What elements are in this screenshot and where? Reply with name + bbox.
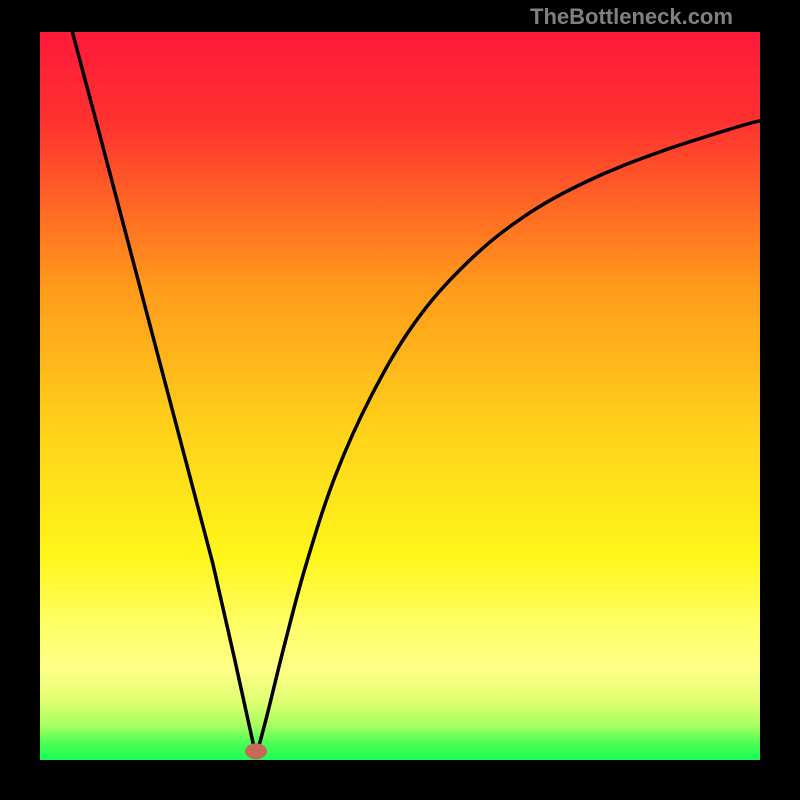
- chart-svg: [40, 32, 760, 760]
- optimal-point-marker: [245, 743, 267, 759]
- bottleneck-chart: [40, 32, 760, 760]
- chart-background: [40, 32, 760, 760]
- watermark-text: TheBottleneck.com: [530, 4, 733, 30]
